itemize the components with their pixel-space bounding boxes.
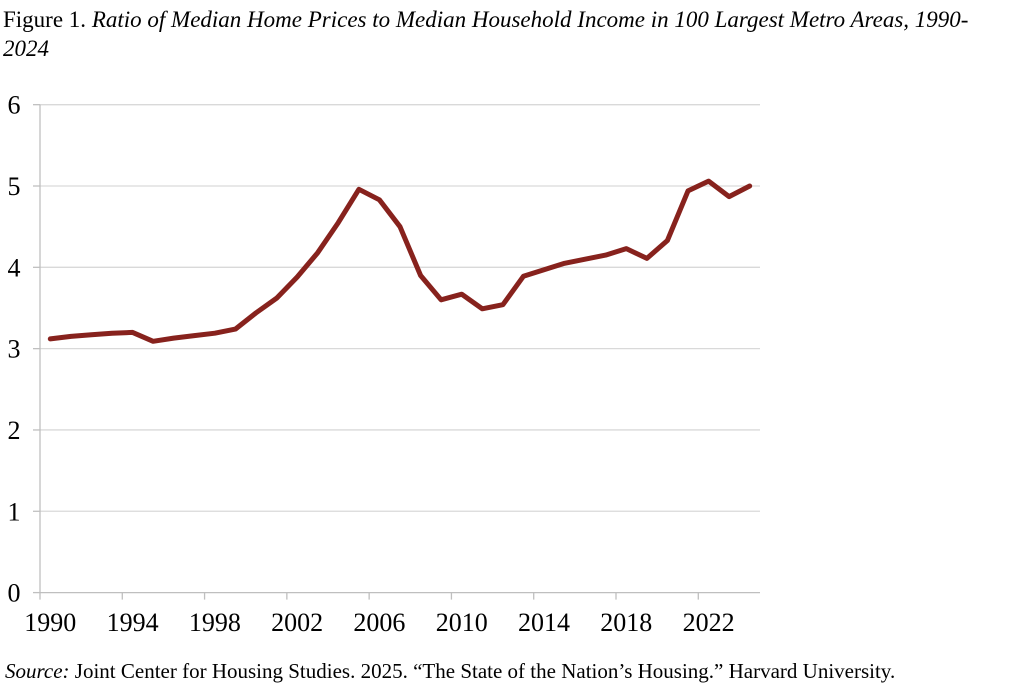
x-tick-label: 2022 <box>683 608 735 637</box>
x-tick-label: 1998 <box>189 608 241 637</box>
x-tick-label: 2018 <box>600 608 652 637</box>
y-tick-label: 1 <box>8 497 21 526</box>
figure-number: Figure 1. <box>3 7 87 32</box>
x-tick-label: 2002 <box>271 608 323 637</box>
y-tick-label: 5 <box>8 172 21 201</box>
x-tick-label: 1990 <box>24 608 76 637</box>
y-tick-label: 3 <box>8 335 21 364</box>
source-note: Source: Joint Center for Housing Studies… <box>5 659 1015 684</box>
y-tick-label: 2 <box>8 416 21 445</box>
figure-title-text: Ratio of Median Home Prices to Median Ho… <box>3 7 969 61</box>
y-tick-label: 0 <box>8 579 21 608</box>
y-tick-label: 6 <box>8 91 21 120</box>
x-tick-label: 2006 <box>353 608 405 637</box>
figure-title: Figure 1. Ratio of Median Home Prices to… <box>3 5 981 63</box>
source-label: Source: <box>5 659 70 683</box>
x-tick-label: 2014 <box>518 608 570 637</box>
source-text: Joint Center for Housing Studies. 2025. … <box>74 659 896 683</box>
x-tick-label: 2010 <box>436 608 488 637</box>
y-tick-label: 4 <box>8 253 21 282</box>
price-income-line <box>47 178 753 344</box>
x-tick-label: 1994 <box>107 608 159 637</box>
